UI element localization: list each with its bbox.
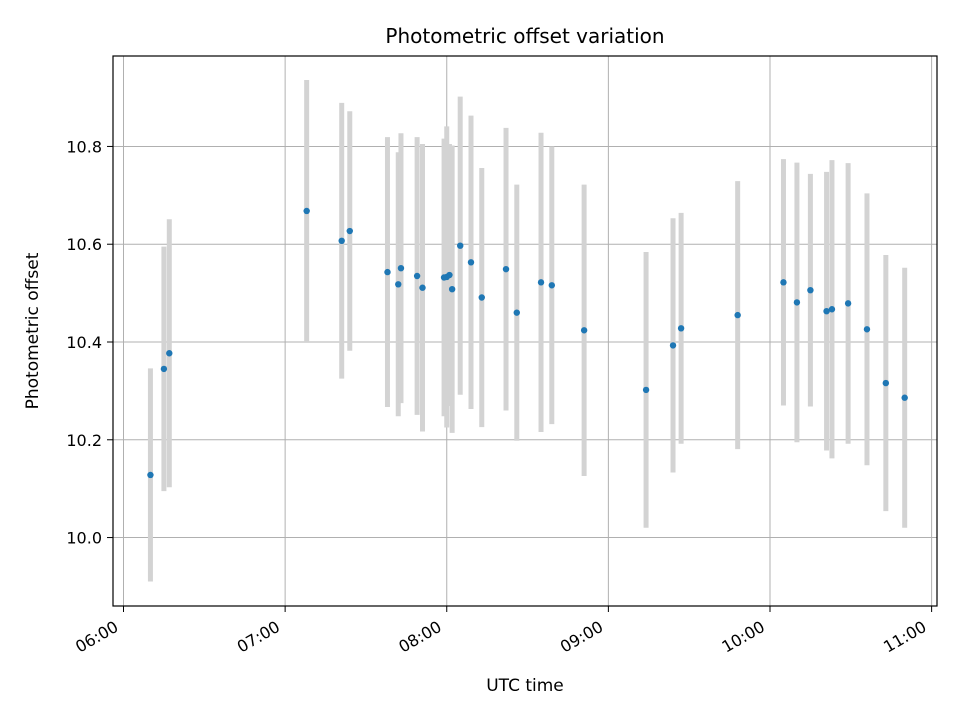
y-axis-ticks: 10.0 10.2 10.4 10.6 10.8 [66,137,113,548]
data-point [669,342,677,349]
chart-title: Photometric offset variation [385,24,664,48]
data-point [303,207,310,215]
data-point [395,281,402,288]
y-tick-label: 10.0 [66,529,102,548]
x-axis-label: UTC time [486,676,564,696]
data-point [863,326,871,333]
data-point [448,286,456,293]
data-point [844,300,852,307]
y-tick-label: 10.4 [66,333,102,352]
data-point [413,272,421,280]
data-point [397,264,405,272]
data-point [457,242,464,249]
data-point [793,299,801,306]
data-point [502,265,510,273]
data-point [160,365,168,373]
data-point [478,294,485,301]
data-point [166,350,173,357]
data-point [828,306,836,313]
data-point [419,284,426,291]
data-point [807,286,814,294]
data-point [346,227,353,235]
data-point [901,394,908,401]
data-point [642,386,650,394]
data-point [513,309,520,316]
y-tick-label: 10.2 [66,431,102,450]
y-axis-label: Photometric offset [23,252,43,409]
data-point [734,311,741,319]
y-tick-label: 10.8 [66,137,102,156]
data-point [446,271,453,279]
data-point [823,308,830,315]
data-point [147,471,154,479]
data-point [548,282,556,289]
data-point [384,268,391,276]
data-points [147,207,908,479]
data-point [677,325,685,332]
data-point [338,237,345,244]
data-point [780,279,787,286]
data-point [882,379,890,387]
y-tick-label: 10.6 [66,235,102,254]
data-point [467,259,475,266]
data-point [580,327,588,334]
plot-area-frame [112,55,938,607]
data-point [537,279,545,286]
